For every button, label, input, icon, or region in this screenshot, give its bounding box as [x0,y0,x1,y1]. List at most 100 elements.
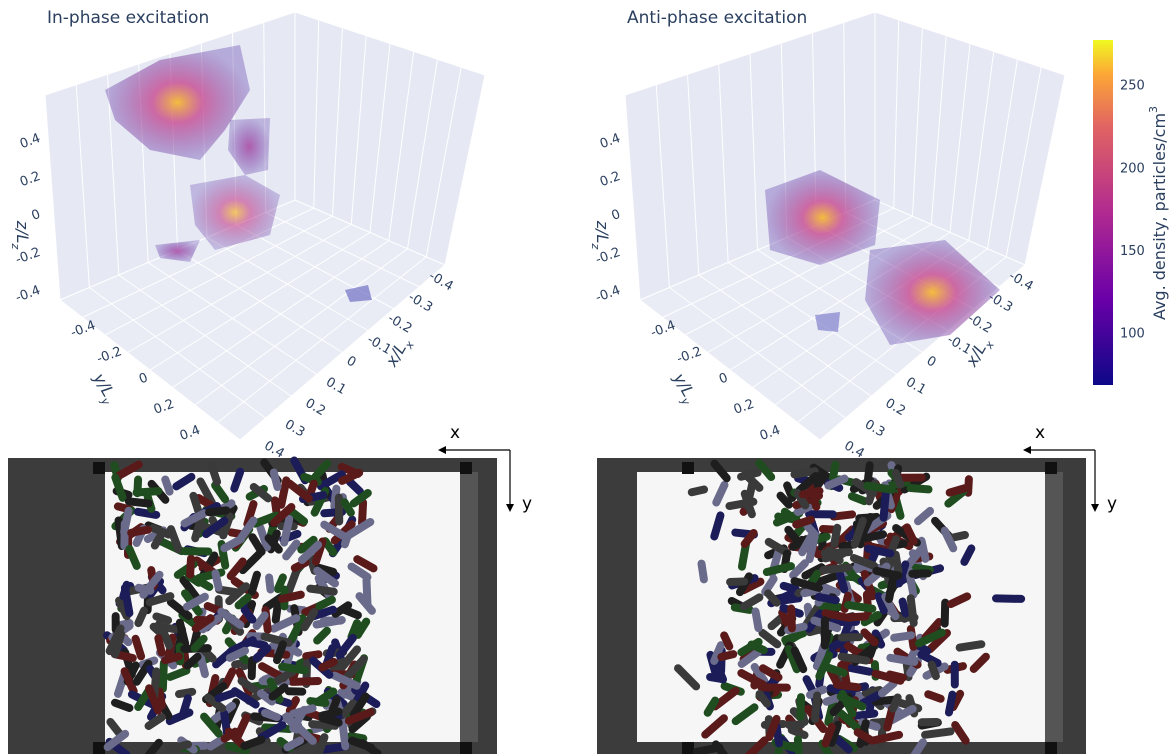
z-tick-label: 0.2 [598,169,623,190]
particle [302,650,323,661]
particle [205,506,231,517]
particle [832,680,862,692]
particle [340,498,355,517]
particle [898,597,910,618]
particle [720,631,734,651]
x-tick-label: -0.3 [406,290,435,316]
particle [758,628,782,649]
particle [243,500,258,529]
axis-title: x/Lx [381,333,417,372]
particle [713,660,728,684]
particle [960,544,976,566]
particle [314,687,338,706]
particle [798,486,824,499]
particle [318,714,343,727]
particle [133,507,161,519]
particle [320,520,351,542]
particle [125,544,141,570]
particle [338,468,364,485]
particle [790,577,823,592]
z-tick-label: 0.4 [598,131,623,152]
particle [927,660,940,681]
particle [776,491,793,509]
colorbar-tick-label: 100 [1120,326,1145,341]
particle [905,563,934,574]
particle [784,644,801,674]
particle [847,492,869,506]
particle [864,461,874,483]
particle [144,713,166,730]
particle [819,563,853,575]
particle [877,679,898,698]
particle [945,484,969,497]
particle [353,617,371,639]
grid-line [388,51,415,241]
grid-line [265,212,420,288]
particle [196,652,209,679]
grid-line [369,43,391,233]
particle [287,614,307,644]
grid-line [172,240,390,388]
particle [282,539,301,561]
particle [844,600,877,613]
particle [740,528,758,548]
particle [810,691,822,724]
particle [106,717,124,738]
corner [460,462,472,474]
grid-line [177,249,343,353]
particle [697,559,708,584]
particle [353,555,378,573]
particle [759,664,783,682]
particle [289,704,317,718]
particle [285,479,313,503]
wall [460,472,478,742]
particle [318,657,338,672]
particle [189,491,204,518]
particle [795,471,820,495]
particle [178,694,192,720]
particle [278,662,309,675]
x-tick-label: 0 [924,354,939,371]
panel-title: Anti-phase excitation [627,8,807,28]
particle [787,726,809,740]
particle [864,544,895,558]
particle [217,607,245,629]
particle [256,523,272,552]
grid-line [425,67,462,257]
particle [711,686,740,711]
particle [237,516,258,542]
x-tick-label: -0.2 [385,311,414,337]
particle [921,727,955,739]
particle [793,735,803,754]
colorbar-tick-label: 150 [1120,244,1145,259]
x-tick-label: -0.4 [1006,269,1035,295]
particle [782,625,812,647]
axis-title: z/Lz [590,220,613,250]
particle [751,607,763,633]
colorbar-title: Avg. density, particles/cm3 [1147,106,1169,320]
grid-line [949,43,971,233]
particle [225,646,250,662]
particle [344,708,375,725]
z-tick-label: -0.4 [14,283,43,306]
corner [93,462,105,474]
particle [944,690,957,717]
particle [119,580,131,601]
grid-line [350,35,367,225]
particle [212,648,234,669]
corner [682,742,694,754]
particle [821,722,836,748]
grid-line [217,256,427,423]
particle [903,543,927,571]
particle [871,695,897,706]
particle [796,693,806,721]
particle [204,693,227,713]
particle [306,584,338,596]
particle [872,566,903,580]
particle [761,574,778,596]
particle [315,595,336,611]
particle [842,612,870,622]
particle [858,512,875,539]
